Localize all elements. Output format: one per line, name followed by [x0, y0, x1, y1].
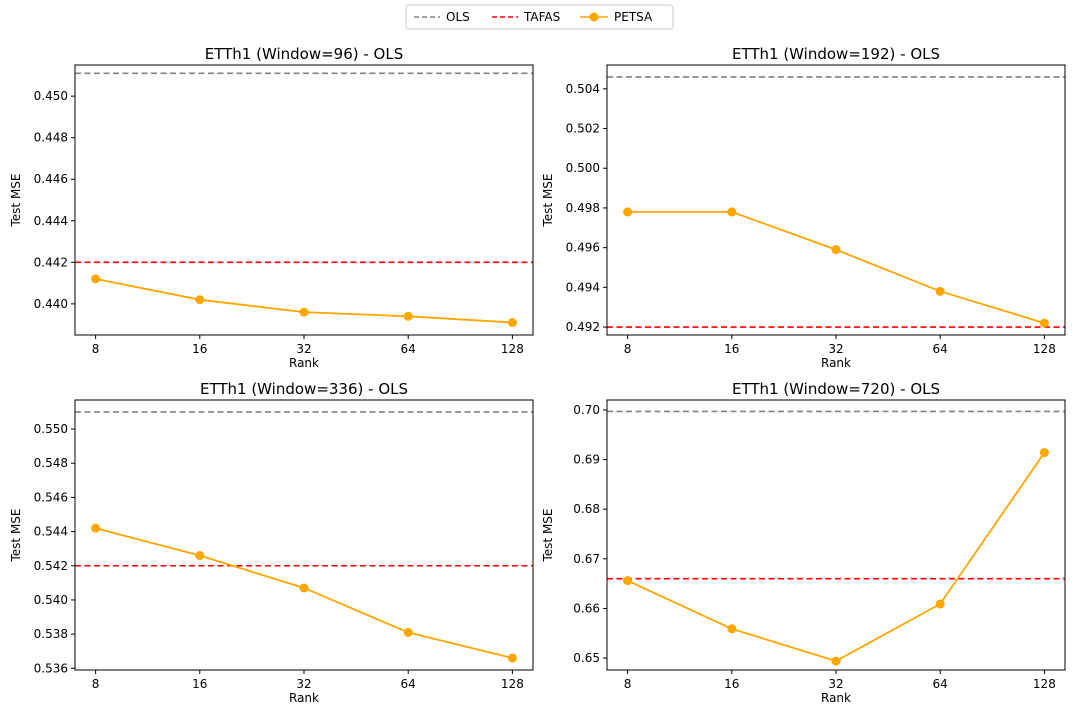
y-axis-label: Test MSE — [541, 174, 555, 228]
x-tick-label: 16 — [724, 342, 739, 356]
data-point — [727, 624, 737, 634]
y-tick-label: 0.442 — [34, 255, 68, 269]
data-point — [403, 627, 413, 637]
y-tick-label: 0.65 — [573, 651, 600, 665]
x-axis-label: Rank — [289, 356, 319, 370]
plot-frame — [606, 399, 1066, 671]
data-point — [1039, 318, 1049, 328]
chart-title: ETTh1 (Window=720) - OLS — [732, 380, 940, 398]
data-point — [91, 523, 101, 533]
y-tick-label: 0.540 — [34, 593, 68, 607]
data-point — [623, 207, 633, 217]
data-point — [403, 311, 413, 321]
x-tick-label: 64 — [933, 677, 948, 691]
plot-frame — [74, 64, 534, 336]
y-tick-label: 0.440 — [34, 297, 68, 311]
y-tick-label: 0.444 — [34, 214, 68, 228]
y-tick-label: 0.446 — [34, 172, 68, 186]
x-tick-label: 8 — [92, 677, 100, 691]
x-tick-label: 64 — [933, 342, 948, 356]
series-petsa-line — [627, 211, 1045, 324]
x-tick-label: 32 — [296, 677, 311, 691]
data-point — [91, 274, 101, 284]
y-tick-label: 0.500 — [566, 161, 600, 175]
data-point — [507, 318, 517, 328]
x-tick-label: 128 — [501, 677, 524, 691]
y-tick-label: 0.542 — [34, 559, 68, 573]
y-tick-label: 0.492 — [566, 320, 600, 334]
y-tick-label: 0.502 — [566, 122, 600, 136]
y-tick-label: 0.450 — [34, 89, 68, 103]
data-point — [831, 245, 841, 255]
x-tick-label: 16 — [192, 677, 207, 691]
plot-frame — [74, 399, 534, 671]
data-point — [727, 207, 737, 217]
x-tick-label: 64 — [401, 342, 416, 356]
data-point — [935, 599, 945, 609]
y-axis-label: Test MSE — [9, 509, 23, 563]
chart-title: ETTh1 (Window=192) - OLS — [732, 45, 940, 63]
y-tick-label: 0.69 — [573, 453, 600, 467]
y-tick-label: 0.67 — [573, 552, 600, 566]
y-axis-label: Test MSE — [9, 174, 23, 228]
data-point — [623, 576, 633, 586]
y-tick-label: 0.536 — [34, 661, 68, 675]
y-tick-label: 0.548 — [34, 456, 68, 470]
chart-title: ETTh1 (Window=96) - OLS — [205, 45, 404, 63]
y-tick-label: 0.498 — [566, 201, 600, 215]
x-tick-label: 32 — [828, 677, 843, 691]
chart-panel-4: ETTh1 (Window=720) - OLS 0.65 0.66 0.67 0.68… — [541, 380, 1066, 705]
data-point — [299, 307, 309, 317]
y-tick-label: 0.66 — [573, 601, 600, 615]
data-point — [507, 653, 517, 663]
y-tick-label: 0.504 — [566, 82, 600, 96]
series-petsa-line — [95, 527, 513, 659]
x-tick-label: 8 — [624, 677, 632, 691]
chart-panel-3: ETTh1 (Window=336) - OLS 0.536 0.538 0.540 0… — [9, 380, 534, 705]
x-axis-label: Rank — [821, 356, 851, 370]
data-point — [1039, 448, 1049, 458]
legend-petsa-marker — [589, 12, 599, 22]
y-tick-label: 0.544 — [34, 525, 68, 539]
chart-panel-2: ETTh1 (Window=192) - OLS 0.492 0.494 0.496 0… — [541, 45, 1066, 370]
series-petsa-line — [627, 452, 1046, 663]
x-axis-label: Rank — [821, 691, 851, 705]
plot-frame — [606, 64, 1066, 336]
x-tick-label: 32 — [296, 342, 311, 356]
y-tick-label: 0.494 — [566, 280, 600, 294]
y-tick-label: 0.550 — [34, 422, 68, 436]
legend-ols-label: OLS — [446, 10, 470, 24]
x-tick-label: 8 — [624, 342, 632, 356]
x-tick-label: 128 — [501, 342, 524, 356]
data-point — [195, 551, 205, 561]
x-tick-label: 128 — [1033, 342, 1056, 356]
x-tick-label: 64 — [401, 677, 416, 691]
panels: ETTh1 (Window=96) - OLS 0.440 0.442 0.444 0.… — [9, 45, 1066, 705]
y-axis-label: Test MSE — [541, 509, 555, 563]
data-point — [299, 583, 309, 593]
x-axis-label: Rank — [289, 691, 319, 705]
data-point — [195, 295, 205, 305]
y-tick-label: 0.448 — [34, 131, 68, 145]
x-tick-label: 16 — [724, 677, 739, 691]
data-point — [831, 656, 841, 666]
x-tick-label: 32 — [828, 342, 843, 356]
x-tick-label: 16 — [192, 342, 207, 356]
data-point — [935, 286, 945, 296]
y-tick-label: 0.68 — [573, 502, 600, 516]
legend: OLS TAFAS PETSA — [405, 4, 674, 30]
chart-panel-1: ETTh1 (Window=96) - OLS 0.440 0.442 0.444 0.… — [9, 45, 534, 370]
legend-frame — [405, 4, 674, 30]
chart-title: ETTh1 (Window=336) - OLS — [200, 380, 408, 398]
legend-petsa-label: PETSA — [614, 10, 653, 24]
legend-tafas-label: TAFAS — [523, 10, 560, 24]
x-tick-label: 128 — [1033, 677, 1056, 691]
y-tick-label: 0.538 — [34, 627, 68, 641]
y-tick-label: 0.546 — [34, 490, 68, 504]
y-tick-label: 0.70 — [573, 403, 600, 417]
x-tick-label: 8 — [92, 342, 100, 356]
y-tick-label: 0.496 — [566, 241, 600, 255]
